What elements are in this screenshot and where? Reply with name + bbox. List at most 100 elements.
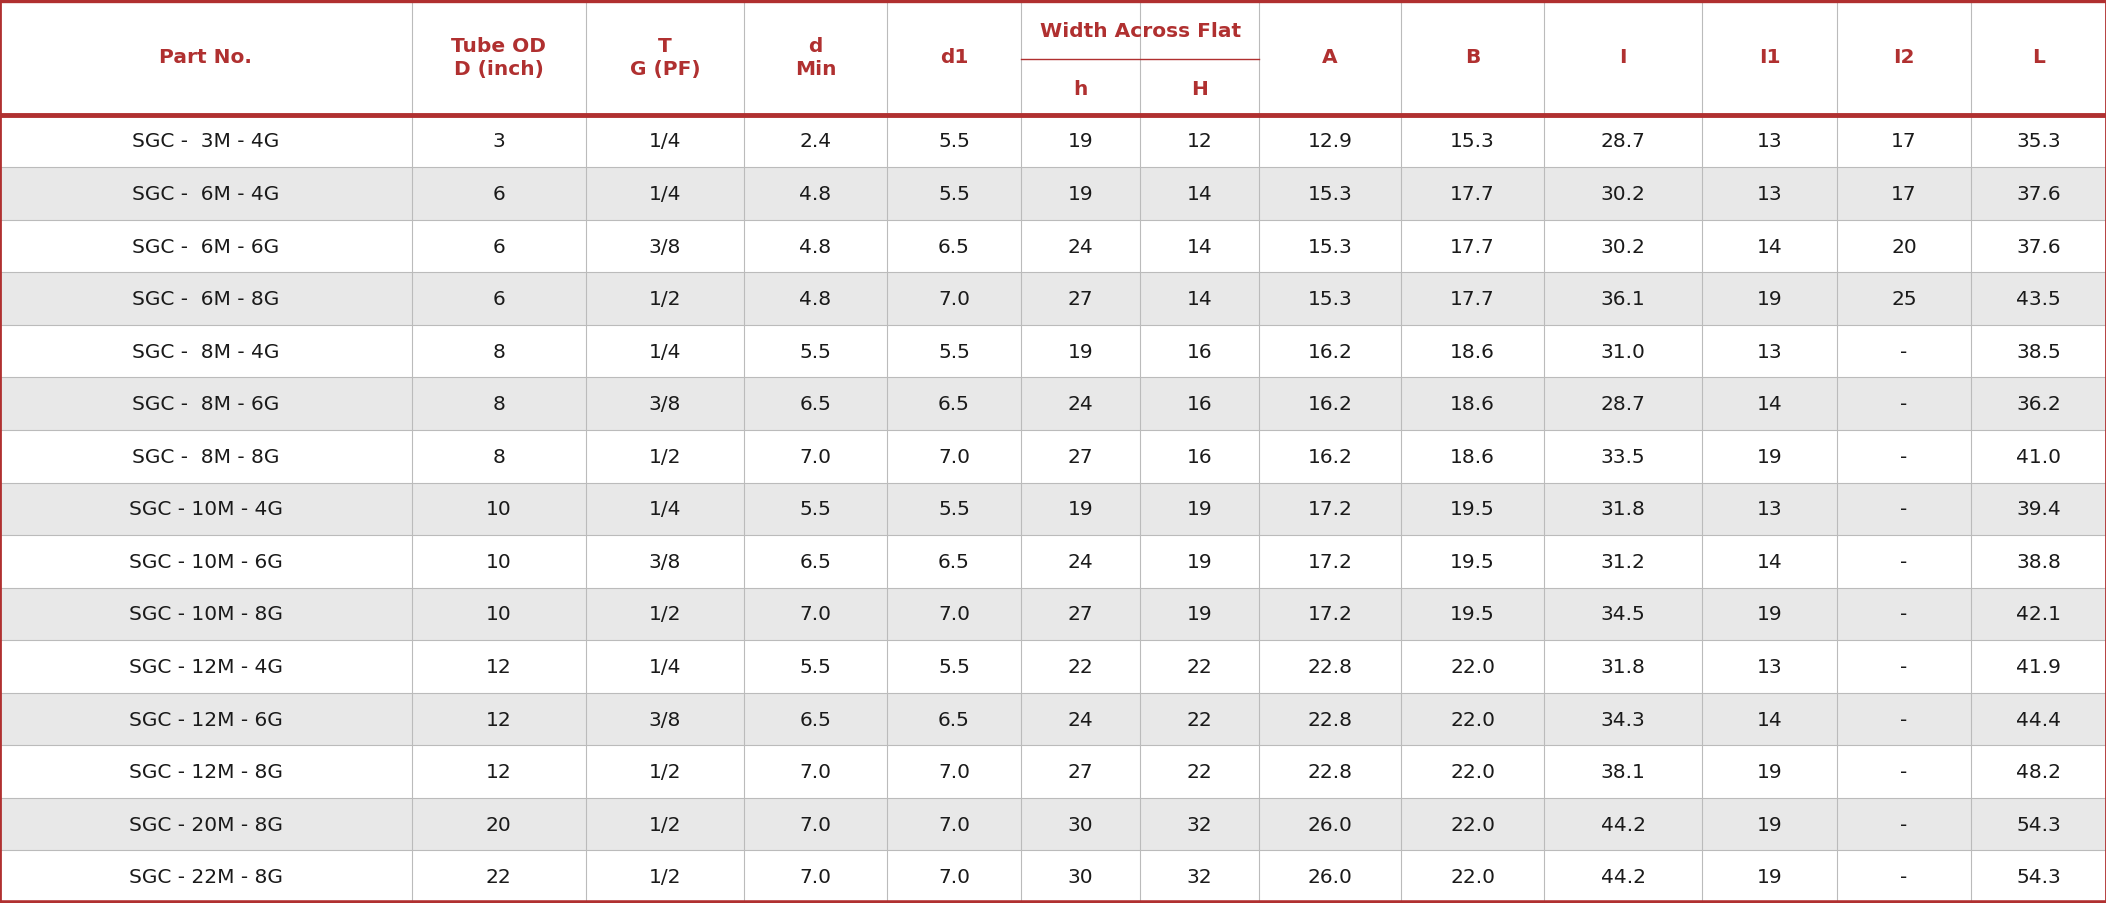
Text: SGC -  6M - 4G: SGC - 6M - 4G xyxy=(133,185,280,204)
Text: 28.7: 28.7 xyxy=(1601,133,1645,152)
Text: 13: 13 xyxy=(1756,499,1782,519)
Text: SGC -  8M - 6G: SGC - 8M - 6G xyxy=(133,395,280,414)
Text: SGC - 10M - 6G: SGC - 10M - 6G xyxy=(128,553,282,572)
Text: 16: 16 xyxy=(1186,342,1213,361)
Text: 6.5: 6.5 xyxy=(937,553,971,572)
Text: 18.6: 18.6 xyxy=(1451,447,1495,466)
Text: 30.2: 30.2 xyxy=(1601,185,1645,204)
Text: d1: d1 xyxy=(939,48,969,68)
Text: 44.2: 44.2 xyxy=(1601,867,1645,886)
Text: -: - xyxy=(1900,447,1908,466)
Text: 3/8: 3/8 xyxy=(649,553,680,572)
Text: 14: 14 xyxy=(1756,237,1782,256)
Text: 1/4: 1/4 xyxy=(649,657,682,676)
Text: 12: 12 xyxy=(486,762,512,781)
Text: 3: 3 xyxy=(493,133,505,152)
Text: 6: 6 xyxy=(493,290,505,309)
Text: 33.5: 33.5 xyxy=(1601,447,1645,466)
Text: 17.2: 17.2 xyxy=(1308,605,1352,624)
Text: 54.3: 54.3 xyxy=(2015,867,2062,886)
Text: 41.0: 41.0 xyxy=(2015,447,2062,466)
Text: 13: 13 xyxy=(1756,342,1782,361)
Text: 7.0: 7.0 xyxy=(937,762,971,781)
Text: 7.0: 7.0 xyxy=(937,605,971,624)
Text: 22: 22 xyxy=(486,867,512,886)
Text: 15.3: 15.3 xyxy=(1308,237,1352,256)
Text: 5.5: 5.5 xyxy=(937,185,971,204)
Text: 14: 14 xyxy=(1186,185,1213,204)
Text: h: h xyxy=(1074,79,1089,98)
Text: 26.0: 26.0 xyxy=(1308,867,1352,886)
Text: 5.5: 5.5 xyxy=(800,499,832,519)
Text: 37.6: 37.6 xyxy=(2015,185,2062,204)
Text: 5.5: 5.5 xyxy=(800,342,832,361)
Text: 32: 32 xyxy=(1186,867,1213,886)
Text: d
Min: d Min xyxy=(794,36,836,79)
Text: 22.0: 22.0 xyxy=(1451,657,1495,676)
Text: I: I xyxy=(1620,48,1626,68)
Text: 7.0: 7.0 xyxy=(800,605,832,624)
Text: 13: 13 xyxy=(1756,657,1782,676)
Text: SGC -  8M - 4G: SGC - 8M - 4G xyxy=(133,342,280,361)
Text: 6.5: 6.5 xyxy=(800,553,832,572)
Text: 7.0: 7.0 xyxy=(800,447,832,466)
Text: 20: 20 xyxy=(1891,237,1916,256)
Text: -: - xyxy=(1900,867,1908,886)
Bar xyxy=(0,588,2106,640)
Text: 19: 19 xyxy=(1756,867,1782,886)
Text: -: - xyxy=(1900,815,1908,833)
Bar xyxy=(0,483,2106,535)
Text: 18.6: 18.6 xyxy=(1451,342,1495,361)
Text: 26.0: 26.0 xyxy=(1308,815,1352,833)
Text: SGC - 10M - 8G: SGC - 10M - 8G xyxy=(128,605,282,624)
Text: 6.5: 6.5 xyxy=(800,710,832,729)
Text: -: - xyxy=(1900,395,1908,414)
Text: SGC - 12M - 6G: SGC - 12M - 6G xyxy=(128,710,282,729)
Text: 24: 24 xyxy=(1068,395,1093,414)
Text: 17.2: 17.2 xyxy=(1308,499,1352,519)
Text: 24: 24 xyxy=(1068,237,1093,256)
Text: 43.5: 43.5 xyxy=(2015,290,2062,309)
Text: 1/2: 1/2 xyxy=(649,447,682,466)
Text: 19: 19 xyxy=(1756,762,1782,781)
Text: 1/4: 1/4 xyxy=(649,499,682,519)
Text: -: - xyxy=(1900,499,1908,519)
Text: T
G (PF): T G (PF) xyxy=(630,36,701,79)
Text: 42.1: 42.1 xyxy=(2015,605,2062,624)
Text: L: L xyxy=(2032,48,2045,68)
Text: 5.5: 5.5 xyxy=(937,133,971,152)
Text: 1/2: 1/2 xyxy=(649,605,682,624)
Text: 15.3: 15.3 xyxy=(1308,185,1352,204)
Text: 34.3: 34.3 xyxy=(1601,710,1645,729)
Text: 48.2: 48.2 xyxy=(2015,762,2062,781)
Text: 7.0: 7.0 xyxy=(800,867,832,886)
Bar xyxy=(0,273,2106,326)
Bar xyxy=(0,640,2106,693)
Text: 38.5: 38.5 xyxy=(2015,342,2062,361)
Text: 22.8: 22.8 xyxy=(1308,762,1352,781)
Text: 7.0: 7.0 xyxy=(937,290,971,309)
Text: 16.2: 16.2 xyxy=(1308,447,1352,466)
Text: 1/2: 1/2 xyxy=(649,762,682,781)
Text: 8: 8 xyxy=(493,447,505,466)
Text: 17.7: 17.7 xyxy=(1451,237,1495,256)
Text: 16: 16 xyxy=(1186,395,1213,414)
Text: 54.3: 54.3 xyxy=(2015,815,2062,833)
Text: 17: 17 xyxy=(1891,185,1916,204)
Text: 19.5: 19.5 xyxy=(1451,605,1495,624)
Text: 19: 19 xyxy=(1068,342,1093,361)
Text: 31.8: 31.8 xyxy=(1601,657,1645,676)
Text: 12: 12 xyxy=(486,710,512,729)
Text: 7.0: 7.0 xyxy=(937,815,971,833)
Text: 22: 22 xyxy=(1186,762,1213,781)
Text: 28.7: 28.7 xyxy=(1601,395,1645,414)
Text: 35.3: 35.3 xyxy=(2015,133,2062,152)
Text: 19.5: 19.5 xyxy=(1451,499,1495,519)
Text: 8: 8 xyxy=(493,342,505,361)
Text: SGC -  6M - 6G: SGC - 6M - 6G xyxy=(133,237,280,256)
Text: 44.2: 44.2 xyxy=(1601,815,1645,833)
Text: 22: 22 xyxy=(1186,657,1213,676)
Text: -: - xyxy=(1900,553,1908,572)
Text: 16: 16 xyxy=(1186,447,1213,466)
Text: 17.2: 17.2 xyxy=(1308,553,1352,572)
